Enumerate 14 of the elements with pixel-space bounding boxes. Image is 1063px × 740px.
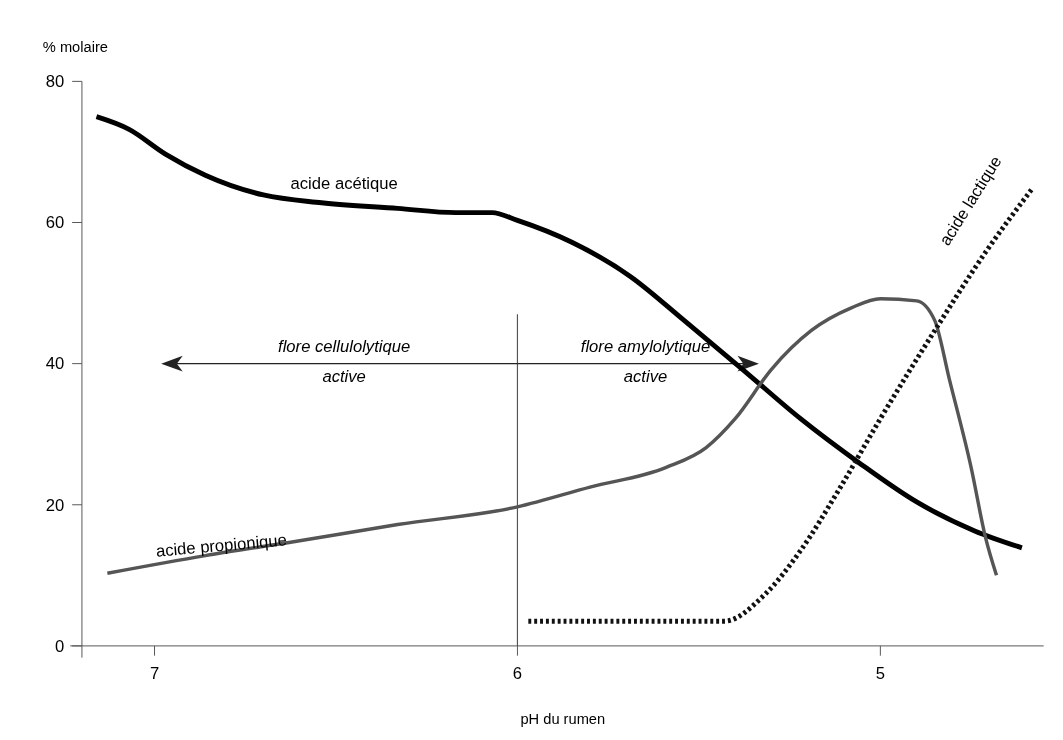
annotation: flore cellulolytique active [278, 337, 411, 386]
series-label: acide acétique [290, 174, 398, 193]
y-tick-label: 20 [45, 495, 65, 515]
y-tick-label: 40 [45, 354, 65, 374]
y-tick-label: 60 [45, 213, 65, 233]
y-tick-label: 80 [45, 72, 65, 92]
x-tick-label: 6 [512, 664, 523, 684]
y-axis-title: % molaire [42, 39, 108, 56]
annotation: flore amylolytique active [580, 337, 711, 386]
x-axis-title: pH du rumen [520, 711, 606, 728]
y-tick-label: 0 [55, 636, 65, 656]
series-label: acide propionique [155, 530, 288, 561]
x-tick-label: 5 [875, 664, 885, 684]
x-tick-label: 7 [149, 664, 160, 684]
